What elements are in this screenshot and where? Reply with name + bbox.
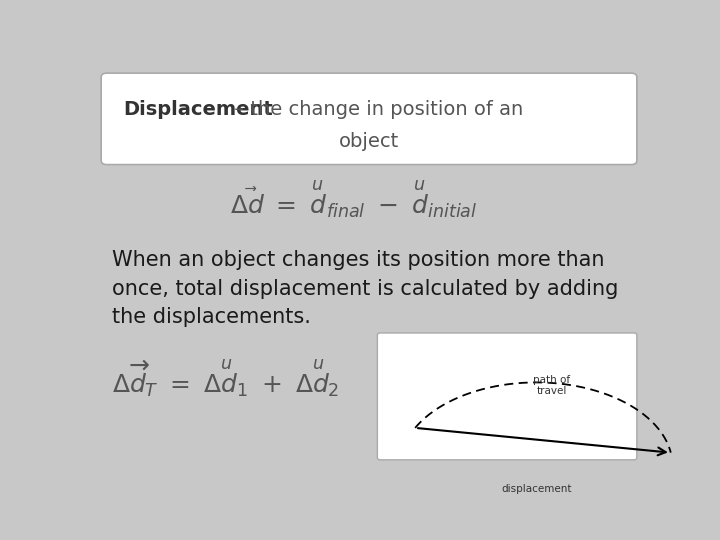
Text: displacement: displacement: [501, 484, 572, 494]
FancyBboxPatch shape: [101, 73, 637, 165]
Text: When an object changes its position more than
once, total displacement is calcul: When an object changes its position more…: [112, 250, 618, 327]
Text: object: object: [339, 132, 399, 151]
Text: path of
travel: path of travel: [533, 375, 570, 396]
Text: Displacement: Displacement: [124, 100, 273, 119]
Text: $\vec{\Delta d}\ =\ \overset{u}{d}_{final}\ -\ \overset{u}{d}_{initial}$: $\vec{\Delta d}\ =\ \overset{u}{d}_{fina…: [230, 179, 477, 221]
Text: $\overrightarrow{\Delta d_T}\ =\ \overset{u}{\Delta d_1}\ +\ \overset{u}{\Delta : $\overrightarrow{\Delta d_T}\ =\ \overse…: [112, 358, 340, 400]
Text: – the change in position of an: – the change in position of an: [228, 100, 523, 119]
FancyBboxPatch shape: [377, 333, 637, 460]
